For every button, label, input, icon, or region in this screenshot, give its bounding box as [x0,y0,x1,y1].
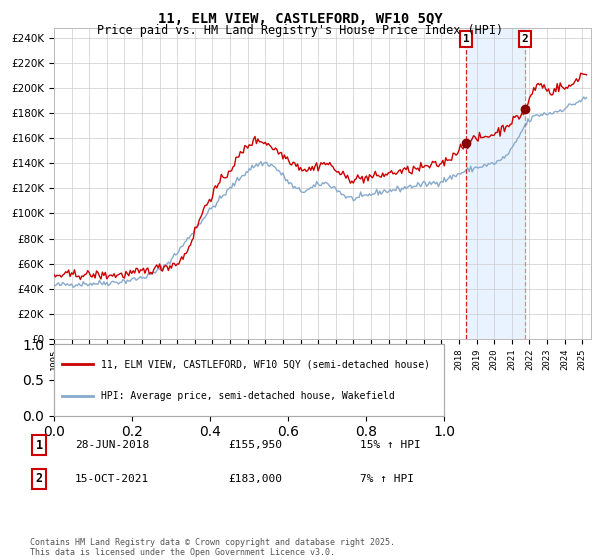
Text: £155,950: £155,950 [228,440,282,450]
Text: 15-OCT-2021: 15-OCT-2021 [75,474,149,484]
Text: 15% ↑ HPI: 15% ↑ HPI [360,440,421,450]
Bar [466,28,525,339]
Text: 1: 1 [35,438,43,452]
Text: 1: 1 [463,34,470,44]
Text: 2: 2 [521,34,529,44]
Text: 11, ELM VIEW, CASTLEFORD, WF10 5QY (semi-detached house): 11, ELM VIEW, CASTLEFORD, WF10 5QY (semi… [101,360,430,369]
Text: 11, ELM VIEW, CASTLEFORD, WF10 5QY: 11, ELM VIEW, CASTLEFORD, WF10 5QY [158,12,442,26]
Text: 2: 2 [35,472,43,486]
Text: £183,000: £183,000 [228,474,282,484]
Text: 7% ↑ HPI: 7% ↑ HPI [360,474,414,484]
Text: Contains HM Land Registry data © Crown copyright and database right 2025.
This d: Contains HM Land Registry data © Crown c… [30,538,395,557]
Text: Price paid vs. HM Land Registry's House Price Index (HPI): Price paid vs. HM Land Registry's House … [97,24,503,37]
Text: 28-JUN-2018: 28-JUN-2018 [75,440,149,450]
Text: HPI: Average price, semi-detached house, Wakefield: HPI: Average price, semi-detached house,… [101,391,395,400]
